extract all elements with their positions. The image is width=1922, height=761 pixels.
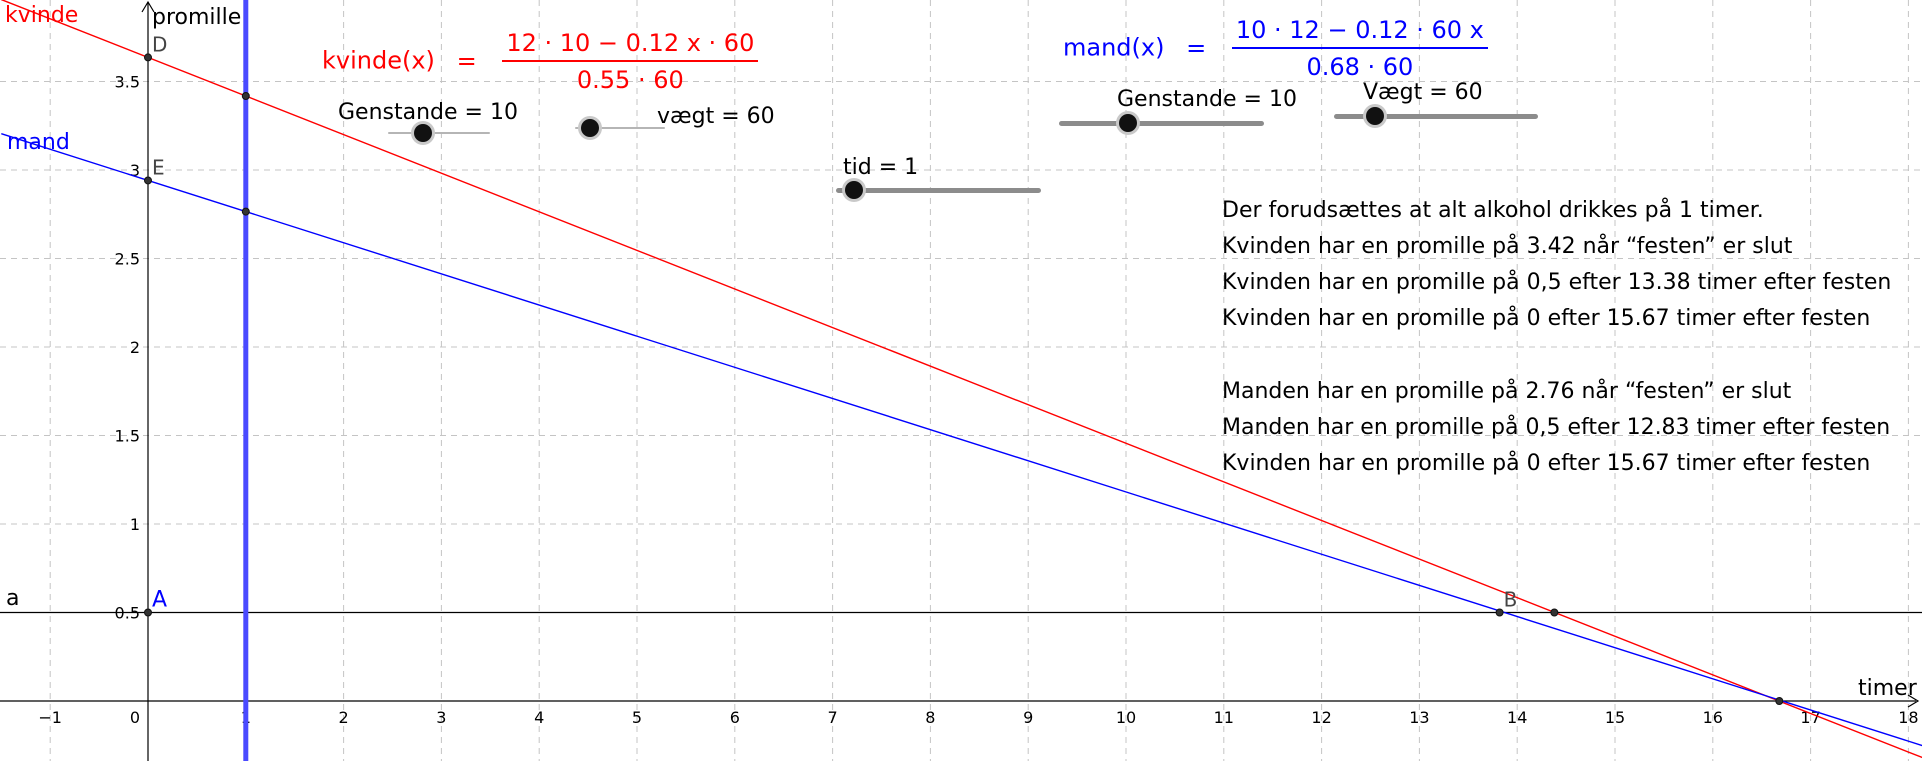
slider-tid-handle[interactable] [845,181,863,199]
point [241,92,250,101]
point [1775,697,1784,705]
x-tick-label: 16 [1703,708,1723,727]
info-line-mand-half: Manden har en promille på 0,5 efter 12.8… [1222,415,1891,440]
info-line-kvinde-zero: Kvinden har en promille på 0 efter 15.67… [1222,306,1871,331]
x-tick-label: 3 [436,708,446,727]
y-tick-label: 2 [130,338,140,357]
point-label-A: A [152,588,167,613]
formula-kvinde-lhs: kvinde(x) [322,46,435,75]
slider-tid-label: tid = 1 [843,155,919,180]
slider-tid-track[interactable] [836,188,1041,193]
origin-label: 0 [130,708,140,727]
y-tick-label: 1 [130,515,140,534]
formula-kvinde: kvinde(x) = 12 · 10 − 0.12 x · 60 0.55 ·… [322,29,759,92]
slider-vaegt-kvinde-label: vægt = 60 [657,104,775,129]
info-line-mand-peak: Manden har en promille på 2.76 når “fest… [1222,379,1792,404]
slider-vaegt-mand-track[interactable] [1334,114,1538,119]
point [241,207,250,216]
y-tick-label: 2.5 [115,250,140,269]
formula-kvinde-fraction: 12 · 10 − 0.12 x · 60 0.55 · 60 [502,29,759,92]
x-tick-label: 4 [534,708,544,727]
y-tick-label: 3.5 [115,73,140,92]
formula-mand-lhs: mand(x) [1063,33,1165,62]
slider-genstande-mand-label: Genstande = 10 [1117,87,1297,112]
series-label-mand: mand [7,130,70,155]
point-label-B: B [1504,588,1518,612]
x-tick-label: 10 [1116,708,1136,727]
formula-kvinde-eq: = [456,46,477,75]
point-label-E: E [152,155,165,179]
series-line-mand [1,133,1922,747]
x-axis-label: timer [1858,676,1917,701]
slider-vaegt-kvinde-track[interactable] [575,127,665,129]
x-axis-arrow [1907,694,1920,708]
x-tick-label: 13 [1409,708,1429,727]
y-axis-label: promille [152,5,242,30]
slider-vaegt-mand-label: Vægt = 60 [1363,80,1483,105]
formula-mand-eq: = [1186,33,1207,62]
point-A [144,608,152,617]
slider-genstande-kvinde-track[interactable] [388,132,490,134]
y-axis-arrow [141,0,155,13]
info-line-assumption: Der forudsættes at alt alkohol drikkes p… [1222,198,1764,223]
x-tick-label: −1 [38,708,62,727]
formula-mand: mand(x) = 10 · 12 − 0.12 · 60 x 0.68 · 6… [1063,18,1488,79]
formula-mand-denominator: 0.68 · 60 [1231,47,1488,79]
x-tick-label: 2 [339,708,349,727]
slider-vaegt-kvinde-handle[interactable] [581,119,599,137]
slider-vaegt-mand-handle[interactable] [1366,107,1384,125]
slider-genstande-mand-track[interactable] [1059,121,1264,126]
x-tick-label: 15 [1605,708,1625,727]
formula-kvinde-numerator: 12 · 10 − 0.12 x · 60 [506,29,755,57]
point-E [144,176,152,185]
y-tick-label: 3 [130,161,140,180]
point-label-D: D [152,32,167,56]
x-tick-label: 9 [1023,708,1033,727]
x-tick-label: 8 [925,708,935,727]
formula-mand-numerator: 10 · 12 − 0.12 · 60 x [1235,16,1484,44]
x-tick-label: 14 [1507,708,1527,727]
slider-genstande-kvinde-handle[interactable] [414,124,432,142]
slider-genstande-kvinde-label: Genstande = 10 [338,100,518,125]
series-label-kvinde: kvinde [5,3,79,28]
point-D [144,53,152,62]
x-tick-label: 11 [1214,708,1234,727]
x-tick-label: 12 [1311,708,1331,727]
x-tick-label: 6 [730,708,740,727]
x-tick-label: 18 [1898,708,1918,727]
formula-mand-fraction: 10 · 12 − 0.12 · 60 x 0.68 · 60 [1231,16,1488,79]
slider-genstande-mand-handle[interactable] [1119,114,1137,132]
x-tick-label: 5 [632,708,642,727]
line-a-label: a [6,586,20,611]
x-tick-label: 7 [828,708,838,727]
formula-kvinde-denominator: 0.55 · 60 [502,60,759,92]
point [1550,608,1559,617]
y-tick-label: 1.5 [115,427,140,446]
info-line-kvinde-peak: Kvinden har en promille på 3.42 når “fes… [1222,234,1793,259]
info-line-mand-zero: Kvinden har en promille på 0 efter 15.67… [1222,451,1871,476]
x-tick-label: 17 [1800,708,1820,727]
info-line-kvinde-half: Kvinden har en promille på 0,5 efter 13.… [1222,270,1892,295]
point-B [1495,608,1504,617]
